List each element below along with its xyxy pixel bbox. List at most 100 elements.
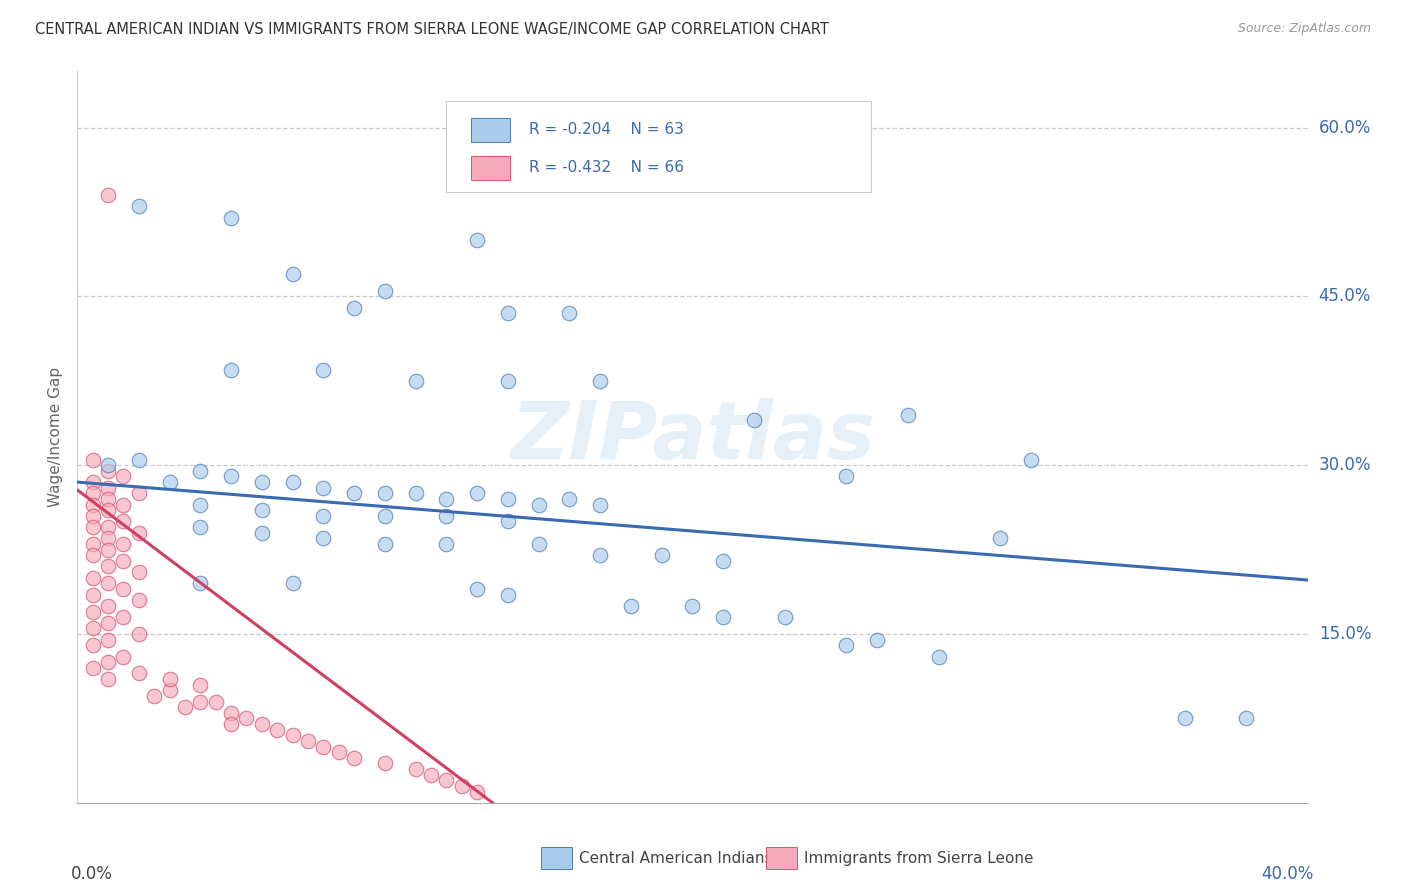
- Point: [128, 199, 150, 213]
- Point: [112, 515, 135, 529]
- Point: [465, 486, 488, 500]
- Point: [219, 469, 242, 483]
- Point: [866, 632, 889, 647]
- Point: [742, 413, 765, 427]
- Point: [496, 491, 519, 506]
- Y-axis label: Wage/Income Gap: Wage/Income Gap: [48, 367, 63, 508]
- Text: Immigrants from Sierra Leone: Immigrants from Sierra Leone: [804, 851, 1033, 865]
- Text: 15.0%: 15.0%: [1319, 625, 1371, 643]
- Point: [219, 706, 242, 720]
- Point: [651, 548, 673, 562]
- Point: [928, 649, 950, 664]
- Point: [312, 739, 335, 754]
- Point: [128, 666, 150, 681]
- Point: [235, 711, 257, 725]
- Point: [527, 498, 550, 512]
- Point: [112, 537, 135, 551]
- Point: [82, 475, 104, 489]
- Point: [204, 694, 226, 708]
- Point: [420, 767, 443, 781]
- Point: [711, 610, 734, 624]
- Point: [250, 503, 273, 517]
- Point: [97, 532, 120, 546]
- Point: [112, 469, 135, 483]
- Point: [82, 571, 104, 585]
- Point: [188, 520, 212, 534]
- Point: [128, 565, 150, 579]
- Point: [343, 486, 366, 500]
- Point: [405, 374, 427, 388]
- Point: [112, 649, 135, 664]
- Point: [312, 532, 335, 546]
- Point: [343, 301, 366, 315]
- Point: [128, 452, 150, 467]
- Point: [82, 520, 104, 534]
- Point: [374, 756, 396, 771]
- Point: [97, 615, 120, 630]
- Point: [97, 542, 120, 557]
- Point: [496, 306, 519, 320]
- Point: [174, 700, 197, 714]
- Point: [97, 491, 120, 506]
- Point: [159, 683, 181, 698]
- Point: [281, 728, 304, 742]
- Point: [436, 508, 458, 523]
- Point: [219, 717, 242, 731]
- Point: [188, 694, 212, 708]
- Text: 60.0%: 60.0%: [1319, 119, 1371, 136]
- Point: [128, 627, 150, 641]
- Point: [450, 779, 472, 793]
- Point: [465, 233, 488, 247]
- Point: [374, 486, 396, 500]
- Point: [281, 475, 304, 489]
- Point: [496, 588, 519, 602]
- Point: [1234, 711, 1257, 725]
- Point: [97, 576, 120, 591]
- Point: [188, 576, 212, 591]
- Text: 45.0%: 45.0%: [1319, 287, 1371, 305]
- Point: [112, 498, 135, 512]
- Point: [82, 638, 104, 652]
- Point: [128, 486, 150, 500]
- Text: 30.0%: 30.0%: [1319, 456, 1371, 475]
- Point: [297, 734, 319, 748]
- Point: [82, 621, 104, 635]
- Point: [312, 508, 335, 523]
- Point: [436, 537, 458, 551]
- Point: [82, 605, 104, 619]
- Text: ZIPatlas: ZIPatlas: [510, 398, 875, 476]
- Point: [465, 582, 488, 596]
- Text: 0.0%: 0.0%: [72, 865, 112, 883]
- Point: [82, 548, 104, 562]
- Point: [281, 267, 304, 281]
- FancyBboxPatch shape: [447, 101, 870, 192]
- Point: [436, 773, 458, 788]
- Point: [835, 469, 858, 483]
- Text: 40.0%: 40.0%: [1261, 865, 1313, 883]
- Point: [527, 537, 550, 551]
- Point: [112, 582, 135, 596]
- Point: [589, 374, 612, 388]
- Point: [97, 520, 120, 534]
- Point: [281, 576, 304, 591]
- Point: [97, 672, 120, 686]
- Point: [82, 498, 104, 512]
- Point: [250, 475, 273, 489]
- Point: [835, 638, 858, 652]
- Point: [97, 458, 120, 473]
- Point: [159, 672, 181, 686]
- Point: [219, 211, 242, 225]
- Point: [405, 762, 427, 776]
- Point: [82, 537, 104, 551]
- Point: [988, 532, 1011, 546]
- Point: [250, 525, 273, 540]
- Point: [97, 464, 120, 478]
- Text: Source: ZipAtlas.com: Source: ZipAtlas.com: [1237, 22, 1371, 36]
- Point: [250, 717, 273, 731]
- Point: [82, 452, 104, 467]
- Point: [436, 491, 458, 506]
- Point: [405, 486, 427, 500]
- Point: [374, 284, 396, 298]
- Point: [128, 593, 150, 607]
- Point: [97, 559, 120, 574]
